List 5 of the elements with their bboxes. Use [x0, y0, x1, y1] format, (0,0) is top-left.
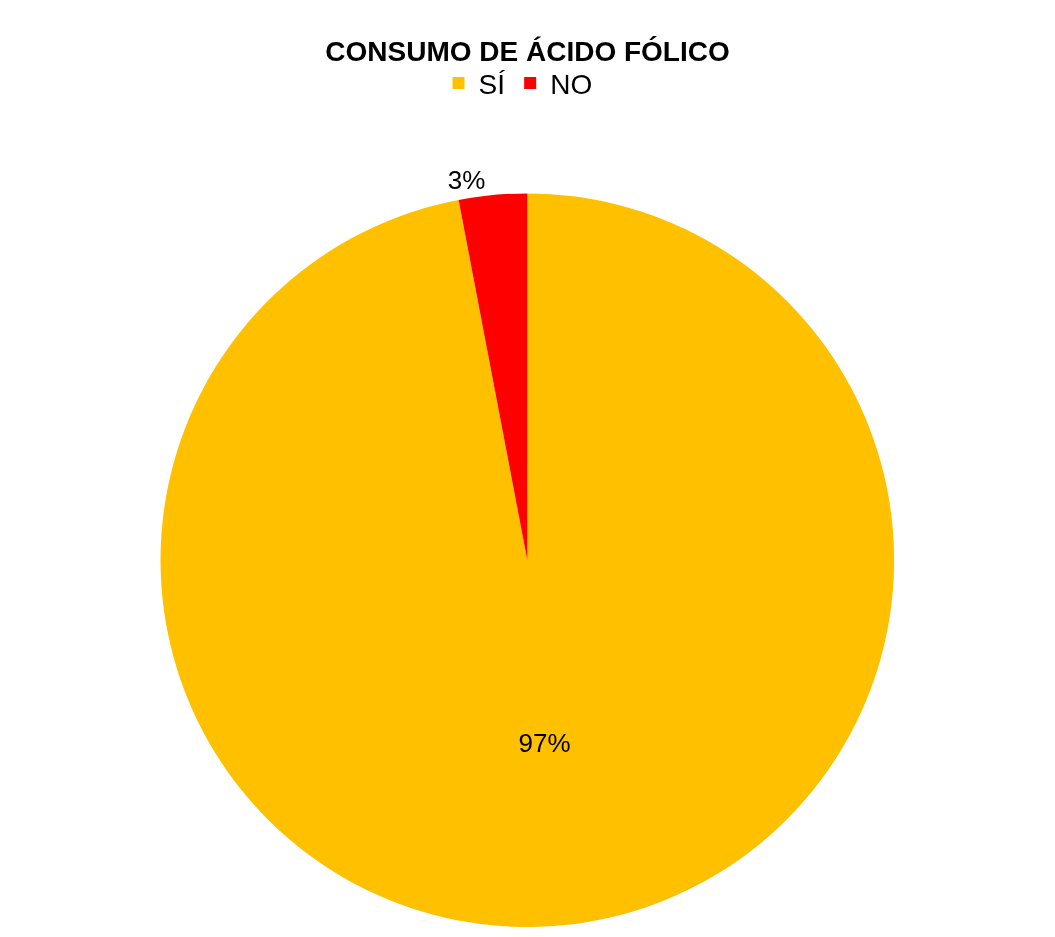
- chart-title: CONSUMO DE ÁCIDO FÓLICO: [325, 36, 730, 68]
- legend-label: NO: [550, 68, 593, 100]
- data-label: 97%: [518, 727, 571, 758]
- legend-label: SÍ: [478, 68, 506, 100]
- data-label: 3%: [447, 165, 486, 196]
